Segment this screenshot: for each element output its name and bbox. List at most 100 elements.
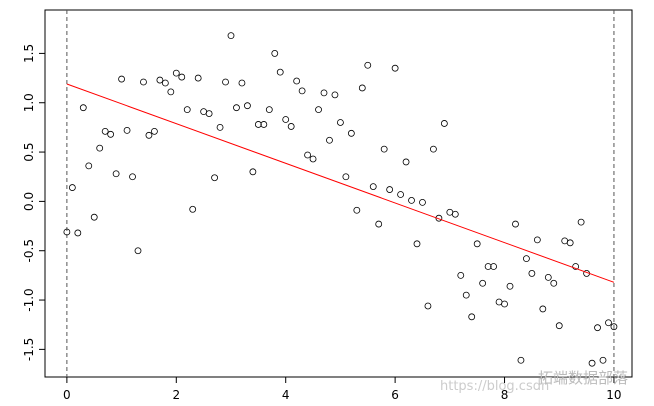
point bbox=[555, 322, 563, 330]
point bbox=[244, 102, 251, 110]
point bbox=[605, 319, 612, 327]
point bbox=[523, 255, 530, 263]
point bbox=[533, 236, 541, 244]
point bbox=[577, 218, 585, 226]
point bbox=[386, 186, 394, 193]
point bbox=[298, 87, 306, 95]
point bbox=[572, 263, 580, 270]
x-tick-label: 8 bbox=[501, 388, 509, 402]
point bbox=[282, 116, 290, 123]
point bbox=[413, 240, 421, 248]
watermark-text: 拓端数据部落 bbox=[538, 369, 628, 387]
point bbox=[408, 197, 415, 204]
point bbox=[134, 247, 142, 255]
point bbox=[140, 78, 147, 86]
point bbox=[353, 206, 361, 214]
point bbox=[588, 359, 596, 367]
point bbox=[326, 136, 333, 144]
point bbox=[320, 89, 328, 97]
point bbox=[265, 106, 273, 114]
point bbox=[233, 104, 240, 112]
point bbox=[315, 106, 322, 114]
point bbox=[457, 271, 465, 279]
y-tick-label: -1.5 bbox=[22, 338, 36, 361]
y-tick-label: -1.0 bbox=[22, 288, 36, 311]
point bbox=[254, 121, 262, 128]
point bbox=[391, 64, 399, 72]
point bbox=[451, 210, 459, 218]
point bbox=[63, 228, 71, 236]
point bbox=[337, 119, 344, 126]
point bbox=[129, 173, 136, 181]
point bbox=[74, 229, 82, 237]
point bbox=[293, 77, 301, 85]
point bbox=[380, 145, 388, 153]
point bbox=[79, 104, 87, 112]
point bbox=[238, 79, 246, 87]
point bbox=[462, 291, 470, 299]
point bbox=[183, 106, 191, 114]
x-tick-label: 2 bbox=[172, 388, 180, 402]
y-tick-label: 1.0 bbox=[22, 93, 36, 112]
point bbox=[430, 145, 437, 153]
point bbox=[501, 300, 508, 308]
point bbox=[304, 151, 311, 159]
x-tick-label: 10 bbox=[606, 388, 621, 402]
point bbox=[96, 144, 104, 152]
y-tick-label: 0.0 bbox=[22, 192, 36, 211]
x-tick-label: 6 bbox=[391, 388, 399, 402]
point bbox=[216, 124, 224, 131]
point bbox=[189, 205, 197, 213]
y-tick-label: 0.5 bbox=[22, 143, 36, 162]
point bbox=[222, 78, 229, 86]
fit-line bbox=[66, 83, 615, 283]
point bbox=[375, 220, 383, 228]
point bbox=[145, 131, 153, 139]
point bbox=[490, 263, 497, 270]
point bbox=[358, 84, 366, 92]
point bbox=[479, 279, 487, 287]
point bbox=[118, 75, 125, 83]
point bbox=[287, 123, 295, 130]
point bbox=[347, 129, 355, 137]
point bbox=[172, 69, 180, 77]
point bbox=[566, 239, 574, 247]
x-tick-label: 4 bbox=[282, 388, 290, 402]
point bbox=[424, 302, 432, 310]
point bbox=[161, 79, 169, 87]
point bbox=[68, 184, 76, 191]
point bbox=[528, 270, 536, 277]
y-tick-label: 1.5 bbox=[22, 44, 36, 63]
point bbox=[544, 273, 552, 281]
point bbox=[249, 168, 257, 176]
point bbox=[227, 32, 235, 40]
point bbox=[211, 174, 218, 182]
point bbox=[550, 279, 558, 287]
point bbox=[156, 76, 164, 84]
point bbox=[101, 127, 109, 135]
point bbox=[517, 356, 525, 364]
point bbox=[309, 155, 317, 163]
point bbox=[440, 120, 448, 127]
point bbox=[151, 127, 158, 135]
point bbox=[167, 88, 175, 96]
point bbox=[364, 61, 372, 69]
point bbox=[402, 158, 410, 166]
point bbox=[205, 110, 213, 117]
point bbox=[484, 263, 492, 270]
point bbox=[599, 356, 607, 364]
point bbox=[331, 91, 339, 99]
point bbox=[342, 173, 350, 181]
point bbox=[594, 324, 601, 332]
watermark-url: https://blog.csdn bbox=[440, 379, 549, 394]
point bbox=[610, 323, 618, 331]
point bbox=[260, 121, 268, 128]
point bbox=[271, 50, 279, 57]
point bbox=[112, 170, 120, 178]
point bbox=[473, 240, 481, 248]
point bbox=[468, 313, 476, 321]
point bbox=[512, 220, 519, 228]
point bbox=[539, 305, 547, 313]
point bbox=[506, 282, 514, 290]
